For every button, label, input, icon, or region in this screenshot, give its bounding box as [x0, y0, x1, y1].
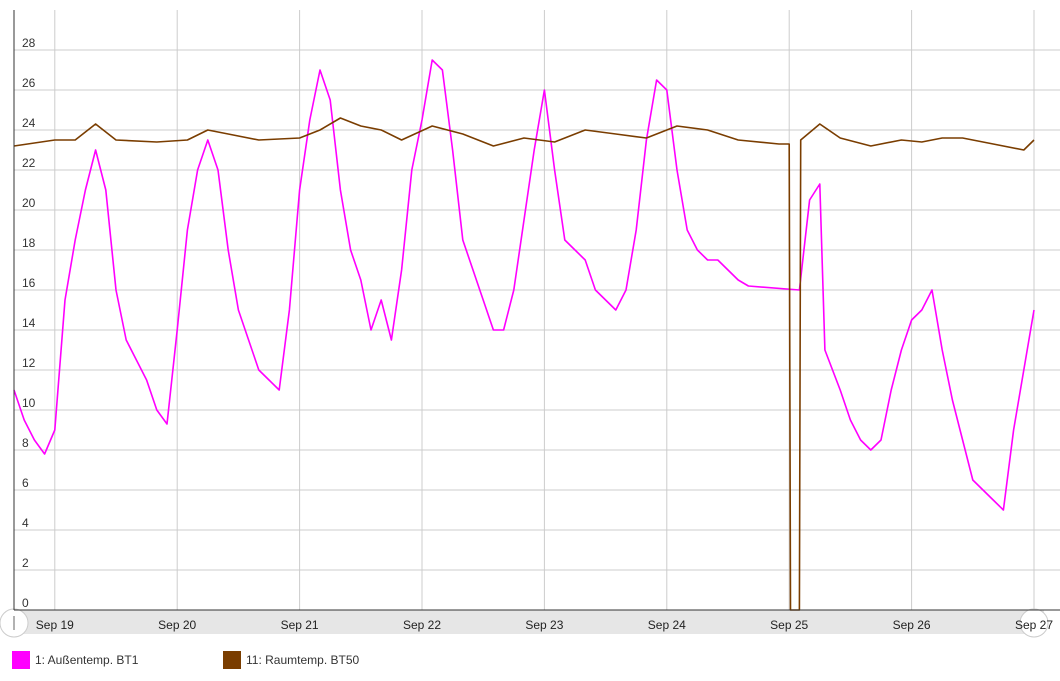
series-line-1 [13, 59, 1035, 511]
legend-label-series-2: 11: Raumtemp. BT50 [246, 653, 360, 667]
x-tick-label: Sep 22 [403, 618, 441, 632]
series-line-2 [13, 117, 1035, 611]
x-tick-label: Sep 23 [525, 618, 563, 632]
y-tick-label: 18 [22, 236, 36, 250]
navigator-bar[interactable] [14, 610, 1044, 634]
series-lines [13, 59, 1035, 611]
navigator-right-handle[interactable] [1019, 608, 1049, 638]
x-tick-label: Sep 21 [281, 618, 319, 632]
x-tick-label: Sep 19 [36, 618, 74, 632]
y-tick-label: 4 [22, 516, 29, 530]
x-axis-tick-labels: Sep 19 Sep 20 Sep 21 Sep 22 Sep 23 Sep 24 Sep … [36, 618, 1054, 632]
legend-swatch-series-1 [12, 651, 30, 669]
x-tick-label: Sep 26 [893, 618, 931, 632]
y-tick-label: 28 [22, 36, 36, 50]
axes [13, 10, 1060, 611]
y-tick-label: 14 [22, 316, 36, 330]
y-tick-label: 8 [22, 436, 29, 450]
legend-label-series-1: 1: Außentemp. BT1 [35, 653, 139, 667]
y-tick-label: 22 [22, 156, 36, 170]
legend-item-series-1[interactable]: 1: Außentemp. BT1 [12, 651, 138, 669]
legend-item-series-2[interactable]: 11: Raumtemp. BT50 [223, 651, 359, 669]
x-tick-label: Sep 27 [1015, 618, 1053, 632]
y-tick-label: 16 [22, 276, 36, 290]
y-tick-label: 2 [22, 556, 29, 570]
x-tick-label: Sep 20 [158, 618, 196, 632]
y-tick-label: 20 [22, 196, 36, 210]
legend-swatch-series-2 [223, 651, 241, 669]
range-navigator[interactable] [0, 608, 1049, 638]
y-tick-label: 10 [22, 396, 36, 410]
y-tick-label: 6 [22, 476, 29, 490]
y-tick-label: 12 [22, 356, 36, 370]
x-tick-label: Sep 24 [648, 618, 686, 632]
y-tick-label: 24 [22, 116, 36, 130]
y-tick-label: 0 [22, 596, 29, 610]
x-tick-label: Sep 25 [770, 618, 808, 632]
y-tick-label: 26 [22, 76, 36, 90]
